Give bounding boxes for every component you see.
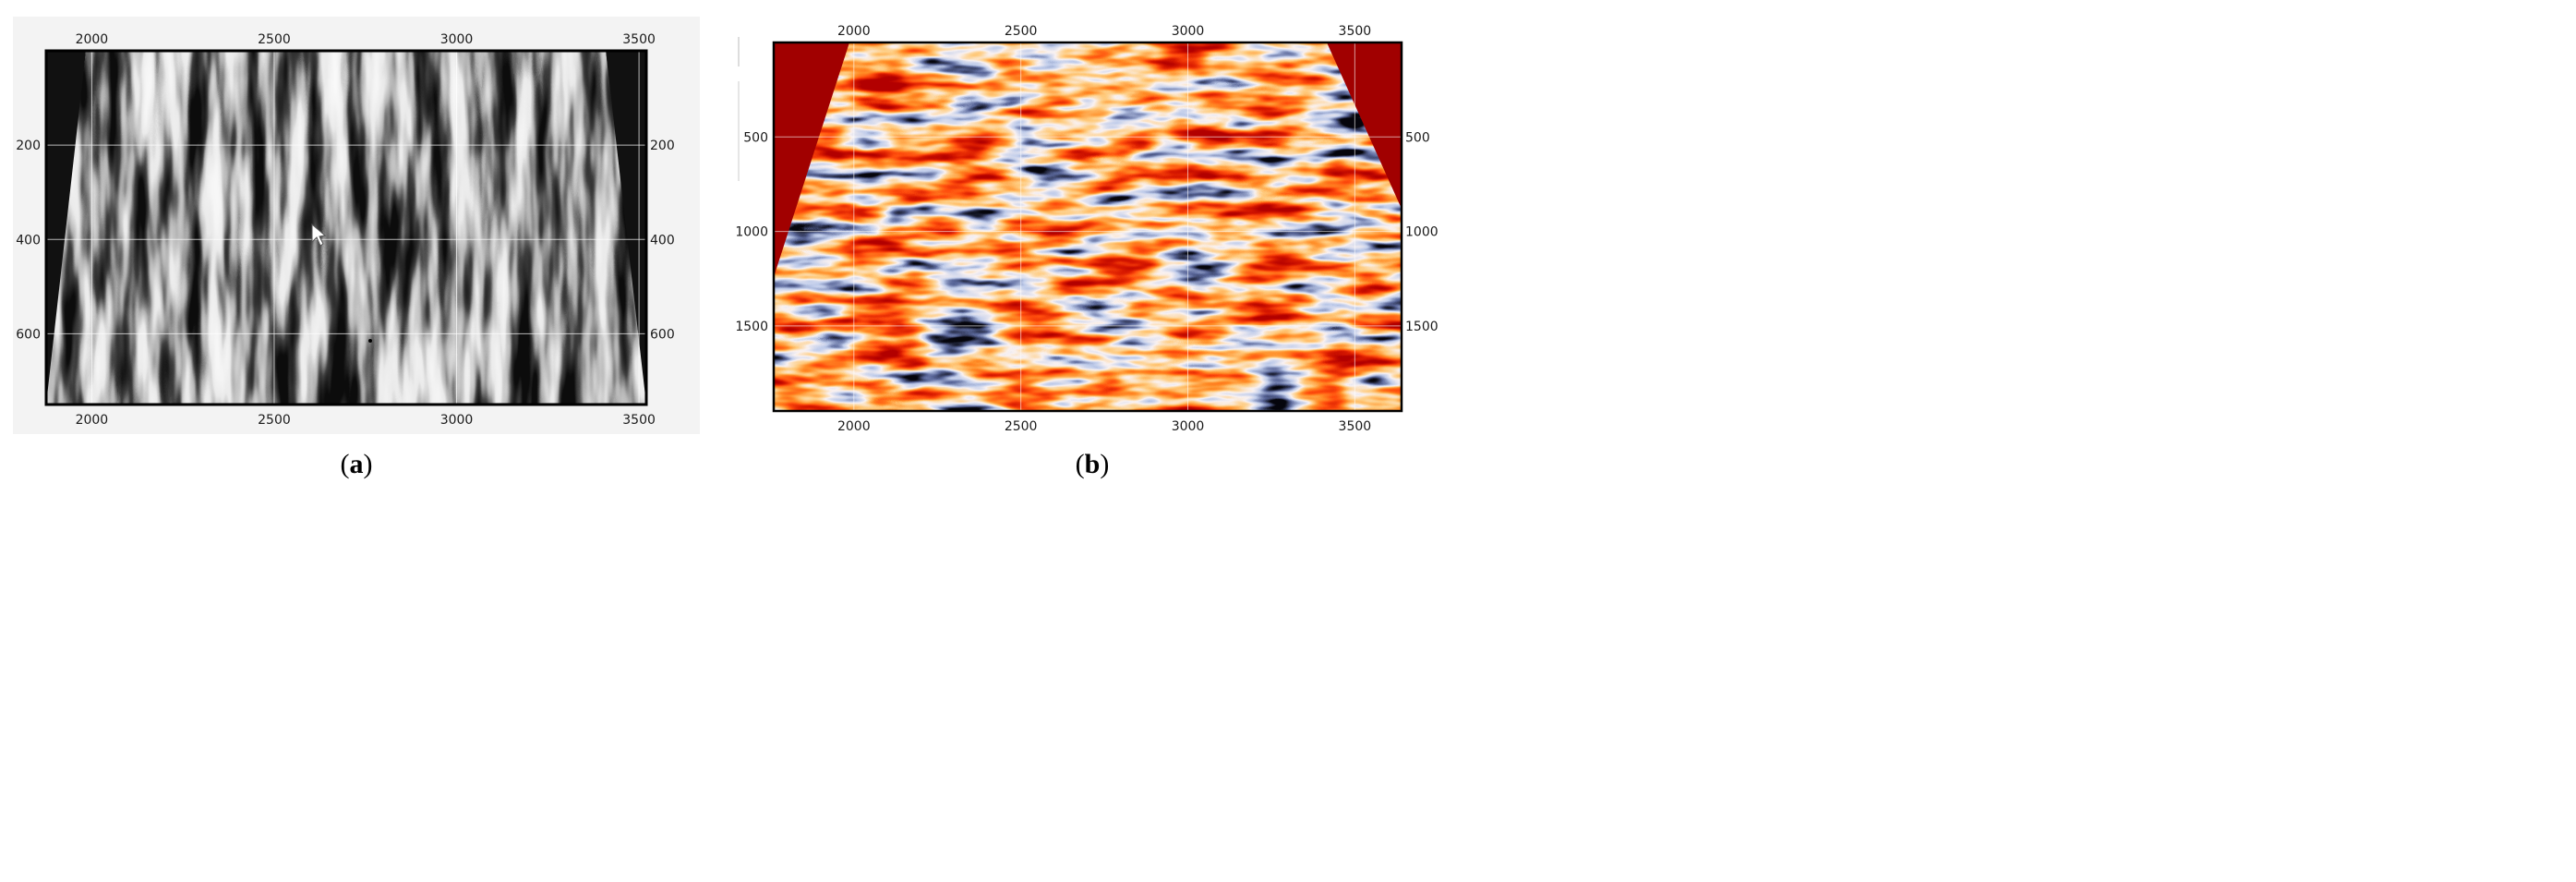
panel-a-texture <box>46 51 646 405</box>
panel-b-grid <box>774 42 1402 411</box>
x-tick-label-bottom: 3000 <box>1172 419 1205 434</box>
x-tick-label-top: 2000 <box>76 32 109 47</box>
panel-a-grid <box>46 51 646 405</box>
x-tick-label-bottom: 2000 <box>76 413 109 428</box>
panel-a-marker-dot <box>368 339 372 343</box>
x-tick-label-bottom: 2000 <box>837 419 871 434</box>
panel-a-ticks: 2000 2000 2500 2500 3000 3000 3500 3500 200 200 40… <box>16 32 674 428</box>
x-tick-label-bottom: 2500 <box>258 413 291 428</box>
y-tick-label-left: 400 <box>16 233 41 248</box>
x-tick-label-top: 2000 <box>837 24 871 39</box>
panel-a-label: (a) <box>341 449 373 479</box>
y-tick-label-right: 400 <box>650 233 675 248</box>
y-tick-label-left: 500 <box>743 130 768 145</box>
y-tick-label-right: 500 <box>1405 130 1430 145</box>
x-tick-label-bottom: 3500 <box>1339 419 1372 434</box>
x-tick-label-top: 2500 <box>1005 24 1038 39</box>
figure: 2000 2000 2500 2500 3000 3000 3500 3500 200 200 40… <box>13 17 1438 479</box>
y-tick-label-right: 1500 <box>1405 320 1438 334</box>
panel-a: 2000 2000 2500 2500 3000 3000 3500 3500 200 200 40… <box>13 17 700 434</box>
y-tick-label-left: 200 <box>16 139 41 153</box>
panel-b-ticks: 2000 2000 2500 2500 3000 3000 3500 3500 500 500 10… <box>735 24 1438 434</box>
y-tick-label-left: 1500 <box>735 320 768 334</box>
panel-a-frame <box>44 49 648 406</box>
y-tick-label-right: 1000 <box>1405 225 1438 240</box>
panel-b-label: (b) <box>1076 449 1110 479</box>
x-tick-label-top: 3000 <box>440 32 474 47</box>
x-tick-label-top: 2500 <box>258 32 291 47</box>
y-tick-label-right: 600 <box>650 327 675 342</box>
y-tick-label-left: 1000 <box>735 225 768 240</box>
y-tick-label-right: 200 <box>650 139 675 153</box>
panel-b-frame <box>772 41 1403 413</box>
panel-b-texture <box>774 42 1402 411</box>
x-tick-label-bottom: 3000 <box>440 413 474 428</box>
x-tick-label-bottom: 3500 <box>622 413 656 428</box>
panel-b: 2000 2000 2500 2500 3000 3000 3500 3500 500 500 10… <box>735 24 1438 434</box>
x-tick-label-top: 3500 <box>1339 24 1372 39</box>
y-tick-label-left: 600 <box>16 327 41 342</box>
x-tick-label-bottom: 2500 <box>1005 419 1038 434</box>
cursor-icon <box>311 223 327 247</box>
x-tick-label-top: 3500 <box>622 32 656 47</box>
x-tick-label-top: 3000 <box>1172 24 1205 39</box>
